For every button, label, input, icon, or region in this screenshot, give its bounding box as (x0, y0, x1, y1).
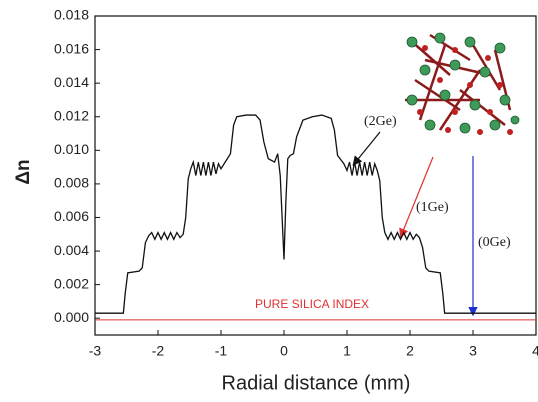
annotation: (0Ge) (478, 235, 511, 250)
y-axis-label: Δn (13, 159, 34, 184)
y-tick-label: 0.000 (54, 309, 89, 325)
x-tick-label: 2 (406, 343, 414, 359)
annotation: (2Ge) (364, 114, 397, 129)
y-tick-label: 0.012 (54, 107, 89, 123)
x-tick-label: 0 (280, 343, 288, 359)
y-tick-label: 0.008 (54, 175, 89, 191)
x-tick-label: 4 (532, 343, 538, 359)
y-tick-label: 0.004 (54, 242, 89, 258)
y-tick-label: 0.014 (54, 74, 89, 90)
x-axis-label: Radial distance (mm) (222, 372, 411, 394)
y-tick-label: 0.010 (54, 141, 89, 157)
plot-frame (94, 15, 537, 336)
x-tick-label: -1 (215, 343, 228, 359)
arrow (399, 156, 434, 239)
y-tick-label: 0.002 (54, 275, 89, 291)
annotation: (1Ge) (416, 200, 449, 215)
y-tick-label: 0.016 (54, 40, 89, 56)
y-tick-label: 0.006 (54, 208, 89, 224)
molecule-inset (405, 32, 520, 135)
profile-line (95, 114, 536, 314)
reference-label: PURE SILICA INDEX (255, 297, 369, 311)
x-tick-label: 1 (343, 343, 351, 359)
x-tick-label: -2 (152, 343, 165, 359)
arrow (352, 131, 381, 166)
y-tick-label: 0.018 (54, 7, 89, 23)
x-tick-label: -3 (89, 343, 102, 359)
x-tick-label: 3 (469, 343, 477, 359)
